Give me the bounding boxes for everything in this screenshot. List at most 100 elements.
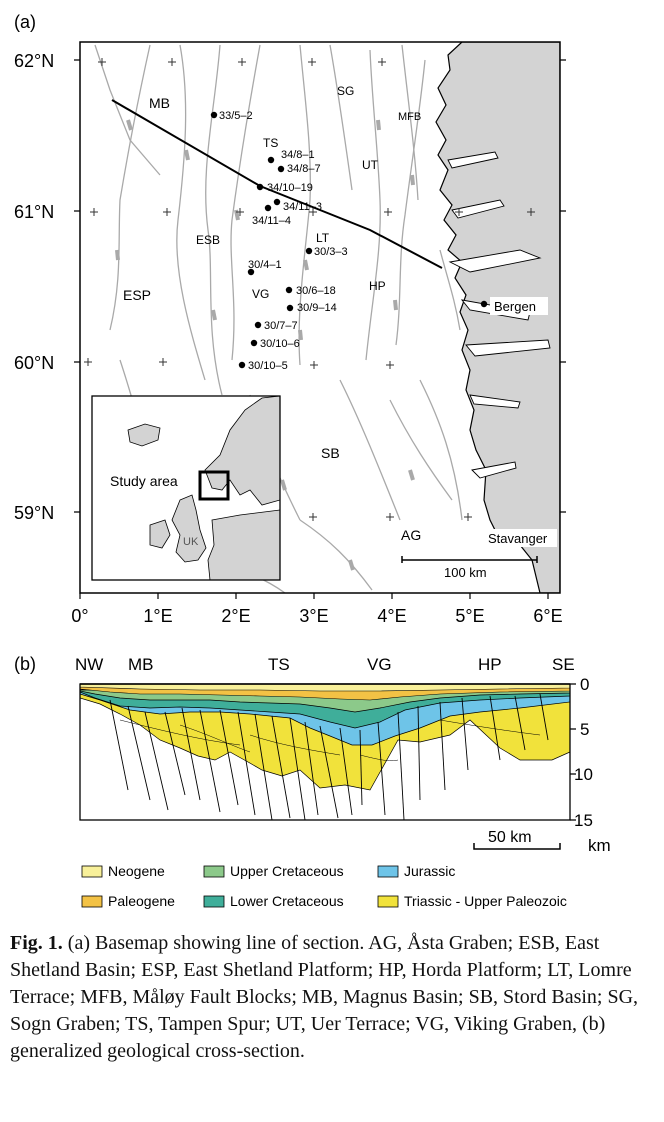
region-labels: MB SG MFB TS UT LT ESB ESP VG HP SB AG xyxy=(123,84,421,543)
region-hp: HP xyxy=(369,279,386,293)
label-ts: TS xyxy=(268,655,290,674)
lat-label: 60°N xyxy=(14,353,54,373)
norway-land xyxy=(435,42,560,593)
legend-label: Lower Cretaceous xyxy=(230,893,344,909)
depth-ticks xyxy=(570,683,576,821)
inset-europe xyxy=(207,509,280,580)
region-sb: SB xyxy=(321,445,340,461)
section-scale-bar xyxy=(473,843,561,850)
region-sg: SG xyxy=(337,84,354,98)
well-30-10-6 xyxy=(250,339,258,347)
depth-label: 0 xyxy=(580,675,589,694)
map-ticks xyxy=(74,59,566,599)
map-scale-bar xyxy=(401,556,538,563)
well-30-4-1 xyxy=(247,268,255,276)
figure: (a) xyxy=(14,12,611,909)
legend-item-neogene: Neogene xyxy=(81,863,165,879)
well-30-7-7 xyxy=(254,321,262,329)
region-vg: VG xyxy=(252,287,269,301)
caption-text: (a) Basemap showing line of section. AG,… xyxy=(10,932,639,1062)
depth-unit: km xyxy=(588,836,611,855)
inset-map xyxy=(91,395,281,581)
region-mfb: MFB xyxy=(398,111,421,123)
legend-label: Neogene xyxy=(108,863,165,879)
lon-label: 2°E xyxy=(221,606,250,626)
region-ag: AG xyxy=(401,527,421,543)
region-lt: LT xyxy=(316,231,330,245)
depth-labels: 0 5 10 15 xyxy=(574,675,593,830)
city-stavanger: Stavanger xyxy=(488,531,548,546)
well-label: 33/5–2 xyxy=(219,110,253,122)
well-34-11-3 xyxy=(273,198,281,206)
well-30-9-14 xyxy=(286,304,294,312)
label-nw: NW xyxy=(75,655,103,674)
lon-label: 4°E xyxy=(377,606,406,626)
legend: Neogene Upper Cretaceous Jurassic Paleog… xyxy=(81,863,567,909)
map-frame xyxy=(79,41,561,594)
region-ut: UT xyxy=(362,158,379,172)
section-faults xyxy=(109,693,549,821)
legend-item-lower-cretaceous: Lower Cretaceous xyxy=(203,893,344,909)
bergen-dot xyxy=(480,300,488,308)
lat-label: 61°N xyxy=(14,202,54,222)
well-label: 30/7–7 xyxy=(264,320,298,332)
label-vg: VG xyxy=(367,655,392,674)
lat-label: 62°N xyxy=(14,51,54,71)
well-label: 30/10–6 xyxy=(260,338,300,350)
well-label: 30/10–5 xyxy=(248,360,288,372)
legend-label: Triassic - Upper Paleozoic xyxy=(404,893,567,909)
legend-item-paleogene: Paleogene xyxy=(81,893,175,909)
stavanger-label-bg xyxy=(485,529,557,547)
region-esp: ESP xyxy=(123,287,151,303)
well-30-3-3 xyxy=(305,247,313,255)
label-hp: HP xyxy=(478,655,502,674)
legend-item-jurassic: Jurassic xyxy=(377,863,455,879)
cross-section xyxy=(79,683,576,821)
section-line xyxy=(111,99,443,269)
inset-study-area-label: Study area xyxy=(110,473,178,489)
region-esb: ESB xyxy=(196,233,220,247)
section-top-labels: NW MB TS VG HP SE xyxy=(75,655,575,674)
well-34-10-19 xyxy=(256,183,264,191)
well-label: 34/11–3 xyxy=(283,201,322,213)
legend-item-triassic: Triassic - Upper Paleozoic xyxy=(377,893,567,909)
inset-uk-label: UK xyxy=(183,536,199,548)
lat-label: 59°N xyxy=(14,503,54,523)
well-label: 30/3–3 xyxy=(314,246,348,258)
legend-label: Upper Cretaceous xyxy=(230,863,344,879)
lon-label: 3°E xyxy=(299,606,328,626)
lon-labels: 0° 1°E 2°E 3°E 4°E 5°E 6°E xyxy=(71,606,562,626)
figure-caption: Fig. 1. (a) Basemap showing line of sect… xyxy=(10,930,655,1065)
map-scale-label: 100 km xyxy=(444,565,487,580)
well-label: 30/6–18 xyxy=(296,285,336,297)
grid-crosses xyxy=(84,58,535,521)
well-label: 34/10–19 xyxy=(267,182,313,194)
well-33-5-2 xyxy=(210,111,218,119)
city-bergen: Bergen xyxy=(494,299,536,314)
well-label: 34/8–1 xyxy=(281,149,315,161)
well-labels: 33/5–2 34/8–1 34/8–7 34/10–19 34/11–3 34… xyxy=(219,110,348,372)
panel-a-label: (a) xyxy=(14,12,36,32)
label-mb: MB xyxy=(128,655,154,674)
well-label: 34/11–4 xyxy=(252,215,291,227)
lon-label: 1°E xyxy=(143,606,172,626)
well-30-10-5 xyxy=(238,361,246,369)
study-area-box xyxy=(198,470,230,501)
depth-label: 15 xyxy=(574,811,593,830)
inset-scandinavia xyxy=(204,396,280,506)
well-34-8-7 xyxy=(277,165,285,173)
inset-iceland xyxy=(127,423,161,447)
well-34-8-1 xyxy=(267,156,275,164)
lon-label: 5°E xyxy=(455,606,484,626)
lon-label: 0° xyxy=(71,606,88,626)
lat-labels: 62°N 61°N 60°N 59°N xyxy=(14,51,54,523)
well-label: 30/9–14 xyxy=(297,302,337,314)
fault-lines xyxy=(94,44,463,593)
well-34-11-4 xyxy=(264,204,272,212)
depth-label: 10 xyxy=(574,765,593,784)
fault-ticks xyxy=(115,119,415,571)
caption-fig-label: Fig. 1. xyxy=(10,932,63,954)
bergen-label-bg xyxy=(490,297,548,315)
well-30-6-18 xyxy=(285,286,293,294)
label-se: SE xyxy=(552,655,575,674)
